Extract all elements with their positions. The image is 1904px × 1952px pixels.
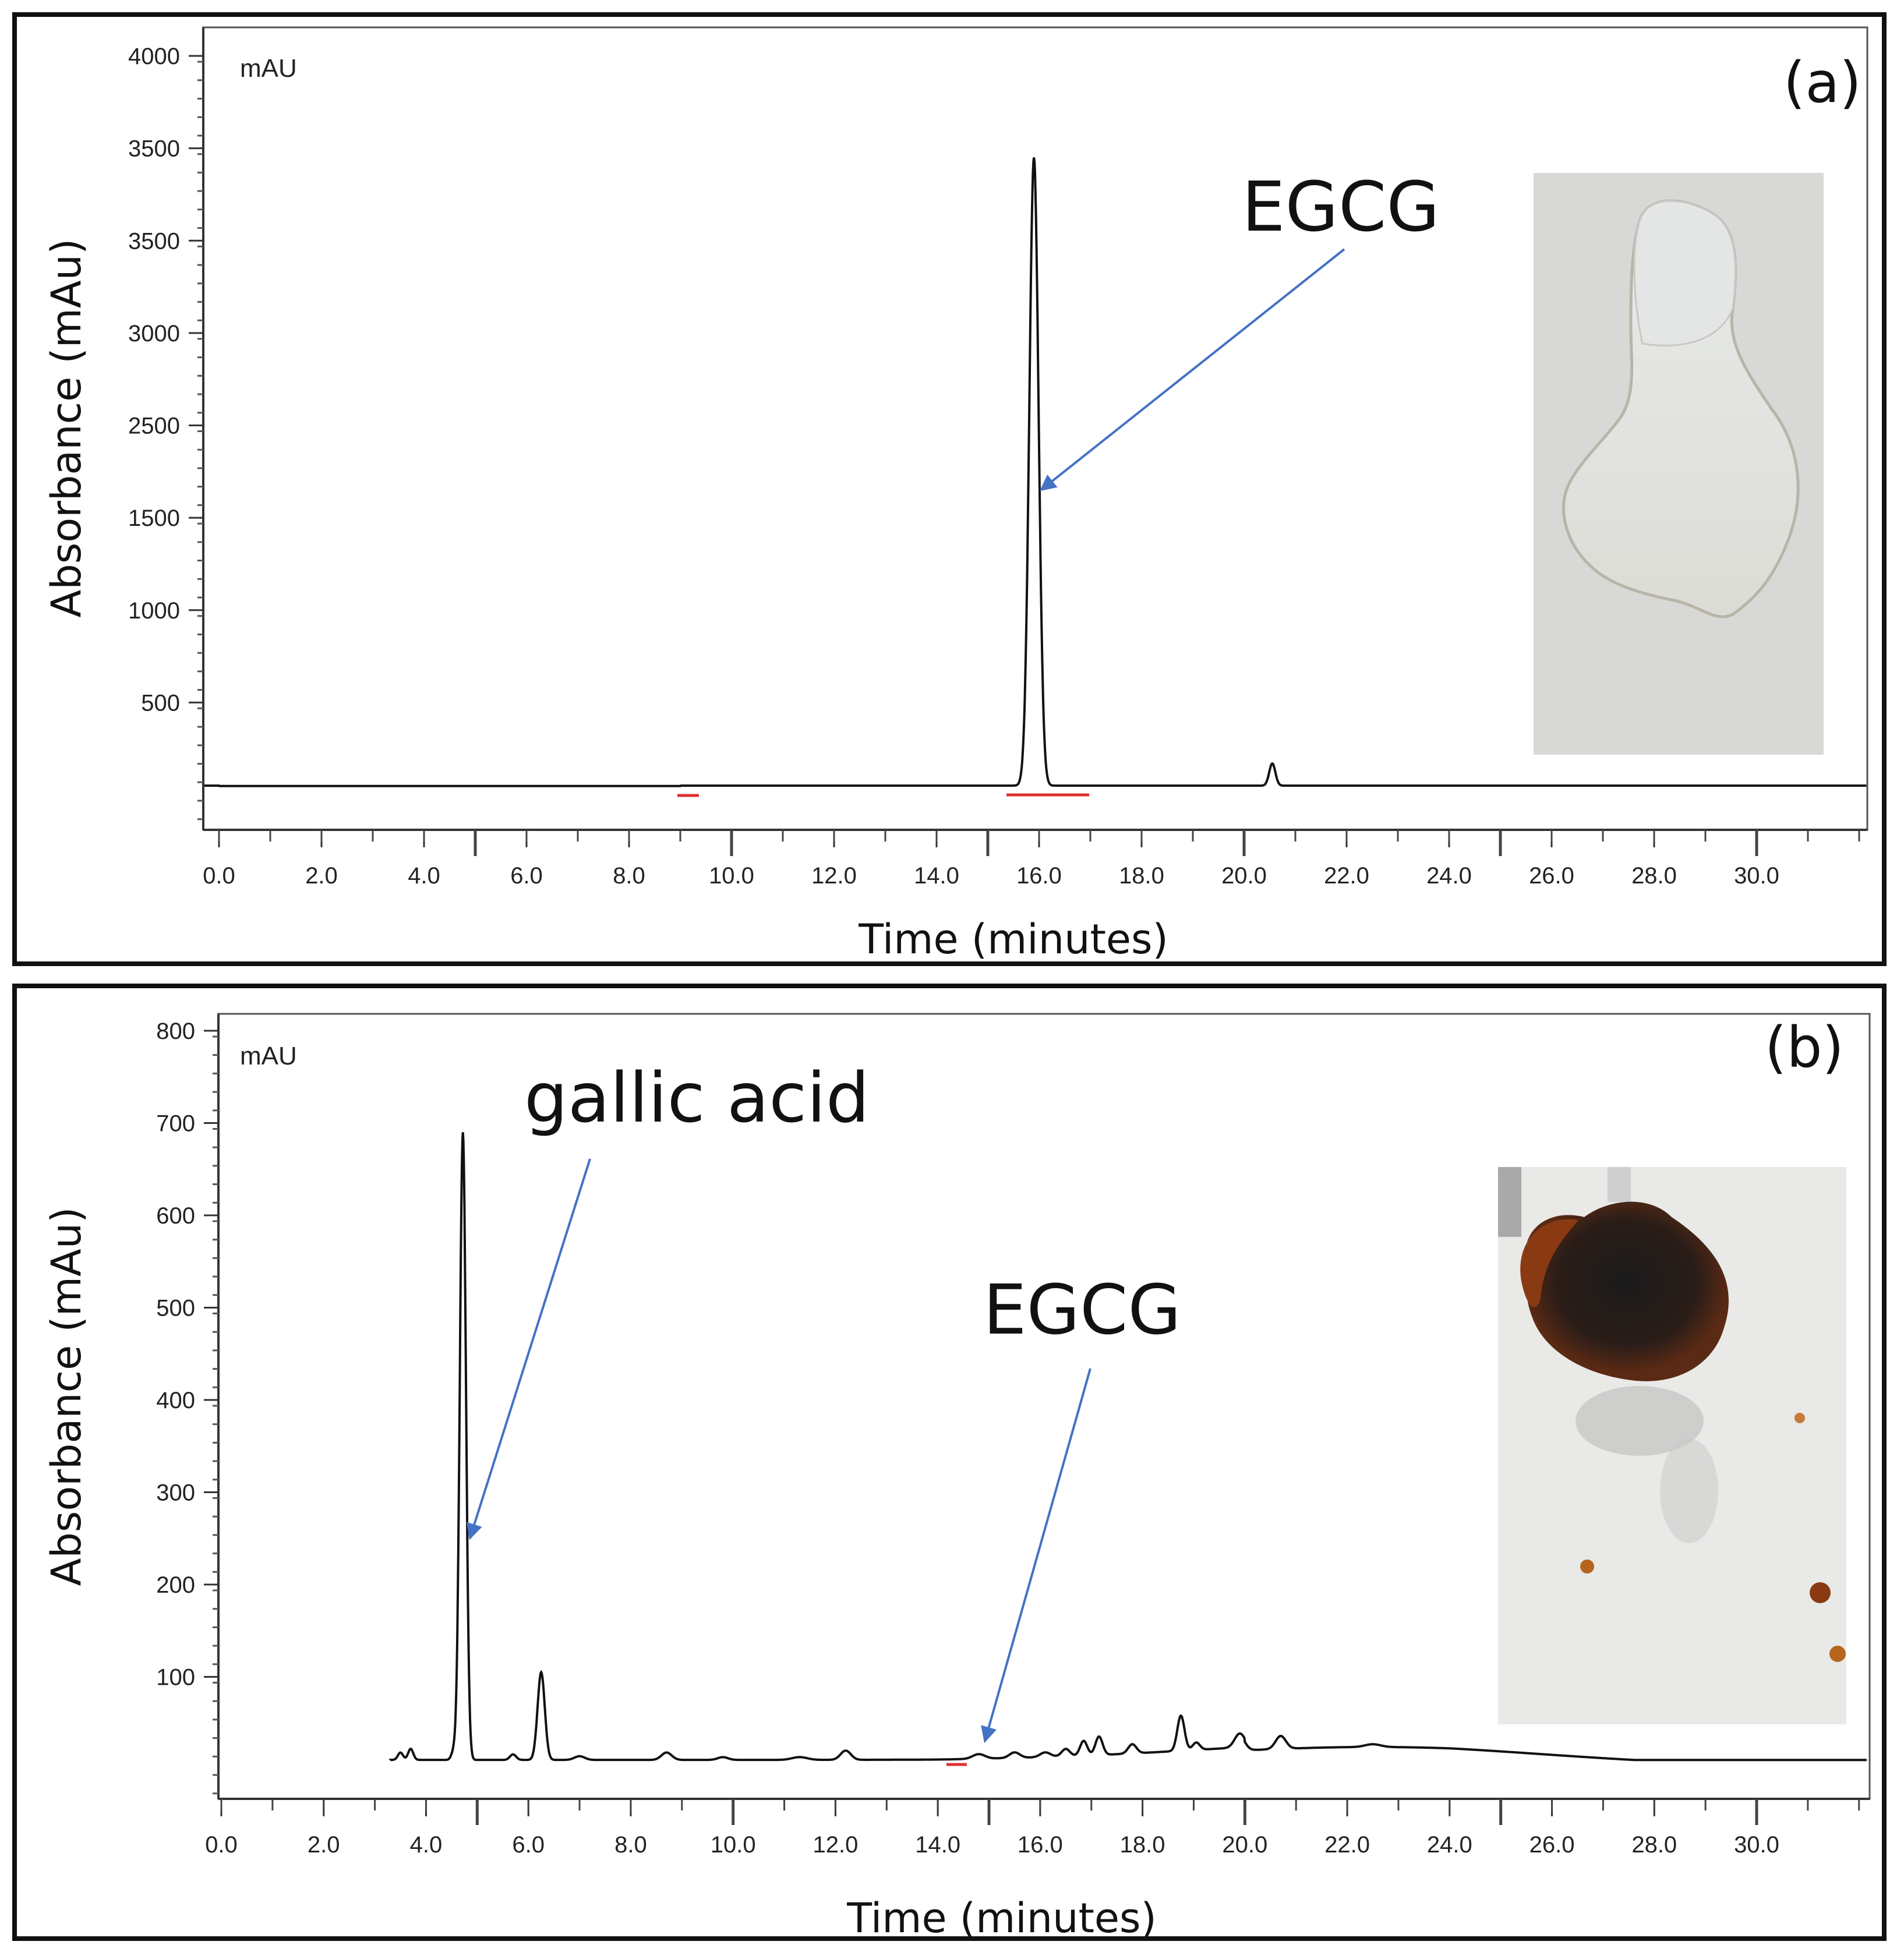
y-tick-label: 700 <box>156 1111 195 1137</box>
y-tick-label: 3500 <box>128 136 180 162</box>
y-tick-label: 300 <box>156 1480 195 1506</box>
panel-b-series-line <box>389 1132 1867 1762</box>
x-tick-label: 2.0 <box>308 1832 340 1858</box>
y-tick-label: 3000 <box>128 321 180 346</box>
panel-a-label: (a) <box>1783 50 1861 115</box>
x-tick-label: 2.0 <box>305 863 338 889</box>
x-tick-label: 26.0 <box>1529 863 1574 889</box>
y-tick-label: 1500 <box>128 505 180 531</box>
y-tick-label: 1000 <box>128 598 180 624</box>
y-tick-label: 200 <box>156 1572 195 1598</box>
panel-a-y-axis-title: Absorbance (mAu) <box>43 239 90 618</box>
panel-a-unit-label: mAU <box>240 54 297 83</box>
panel-b-x-ticks: 0.0 2.0 4.0 6.0 8.0 10.0 12.0 14.0 16.0 18.0 20.0 2… <box>205 1799 1779 1858</box>
y-tick-label: 800 <box>156 1019 195 1044</box>
x-tick-label: 10.0 <box>709 863 754 889</box>
panel-b-frame <box>12 984 1887 1941</box>
y-tick-label: 100 <box>156 1665 195 1691</box>
x-tick-label: 28.0 <box>1631 863 1677 889</box>
x-tick-label: 22.0 <box>1324 863 1369 889</box>
x-tick-label: 30.0 <box>1734 863 1779 889</box>
panel-a-y-ticks: 4000 3500 3500 3000 2500 1500 1000 500 <box>128 44 203 716</box>
x-tick-label: 20.0 <box>1221 863 1267 889</box>
panel-b-y-ticks: 800 700 600 500 400 300 200 100 <box>156 1019 218 1691</box>
panel-b-x-axis-title: Time (minutes) <box>846 1894 1157 1942</box>
x-tick-label: 18.0 <box>1119 863 1164 889</box>
panel-b-annotation-gallic-acid: gallic acid <box>524 1058 870 1138</box>
panel-a-x-axis-title: Time (minutes) <box>858 915 1168 963</box>
y-tick-label: 4000 <box>128 44 180 69</box>
x-tick-label: 8.0 <box>614 1832 647 1858</box>
x-tick-label: 14.0 <box>914 863 959 889</box>
x-tick-label: 22.0 <box>1324 1832 1370 1858</box>
x-tick-label: 0.0 <box>205 1832 238 1858</box>
panel-b-inset-photo <box>1498 1167 1846 1724</box>
panel-b-minor-ticks <box>213 1035 1860 1825</box>
y-tick-label: 400 <box>156 1388 195 1413</box>
x-tick-label: 26.0 <box>1529 1832 1575 1858</box>
x-tick-label: 6.0 <box>512 1832 545 1858</box>
x-tick-label: 14.0 <box>915 1832 960 1858</box>
x-tick-label: 18.0 <box>1120 1832 1165 1858</box>
panel-a-series-line <box>204 157 1867 787</box>
y-tick-label: 2500 <box>128 413 180 439</box>
x-tick-label: 12.0 <box>811 863 857 889</box>
x-tick-label: 24.0 <box>1426 863 1472 889</box>
panel-b-arrow-gallic-acid <box>466 1158 591 1540</box>
x-tick-label: 10.0 <box>711 1832 756 1858</box>
x-tick-label: 16.0 <box>1018 1832 1063 1858</box>
panel-b: mAU (b) Absorbance (mAu) Time (minutes) … <box>12 984 1887 1942</box>
panel-a: mAU (a) Absorbance (mAu) Time (minutes) … <box>12 12 1887 966</box>
y-tick-label: 600 <box>156 1203 195 1229</box>
panel-a-minor-ticks <box>197 61 1860 856</box>
x-tick-label: 20.0 <box>1222 1832 1267 1858</box>
panel-a-annotation-egcg: EGCG <box>1242 167 1440 247</box>
panel-b-label: (b) <box>1765 1015 1844 1080</box>
y-tick-label: 3500 <box>128 228 180 254</box>
x-tick-label: 4.0 <box>410 1832 443 1858</box>
x-tick-label: 30.0 <box>1734 1832 1779 1858</box>
panel-b-y-axis-title: Absorbance (mAu) <box>43 1207 90 1586</box>
panel-a-frame <box>12 12 1887 966</box>
panel-b-unit-label: mAU <box>240 1042 297 1070</box>
panel-a-x-ticks: 0.0 2.0 4.0 6.0 8.0 10.0 12.0 14.0 16.0 18.0 20.0 2… <box>203 830 1779 889</box>
x-tick-label: 0.0 <box>203 863 235 889</box>
x-tick-label: 16.0 <box>1016 863 1062 889</box>
y-tick-label: 500 <box>156 1296 195 1321</box>
x-tick-label: 6.0 <box>510 863 543 889</box>
x-tick-label: 4.0 <box>408 863 440 889</box>
panel-b-annotation-egcg: EGCG <box>983 1269 1181 1350</box>
x-tick-label: 12.0 <box>813 1832 858 1858</box>
panel-b-arrow-egcg <box>981 1368 1091 1744</box>
x-tick-label: 28.0 <box>1631 1832 1677 1858</box>
x-tick-label: 24.0 <box>1427 1832 1472 1858</box>
y-tick-label: 500 <box>141 690 180 716</box>
panel-a-arrow <box>1040 248 1345 491</box>
x-tick-label: 8.0 <box>613 863 645 889</box>
panel-a-inset-photo <box>1534 173 1824 755</box>
